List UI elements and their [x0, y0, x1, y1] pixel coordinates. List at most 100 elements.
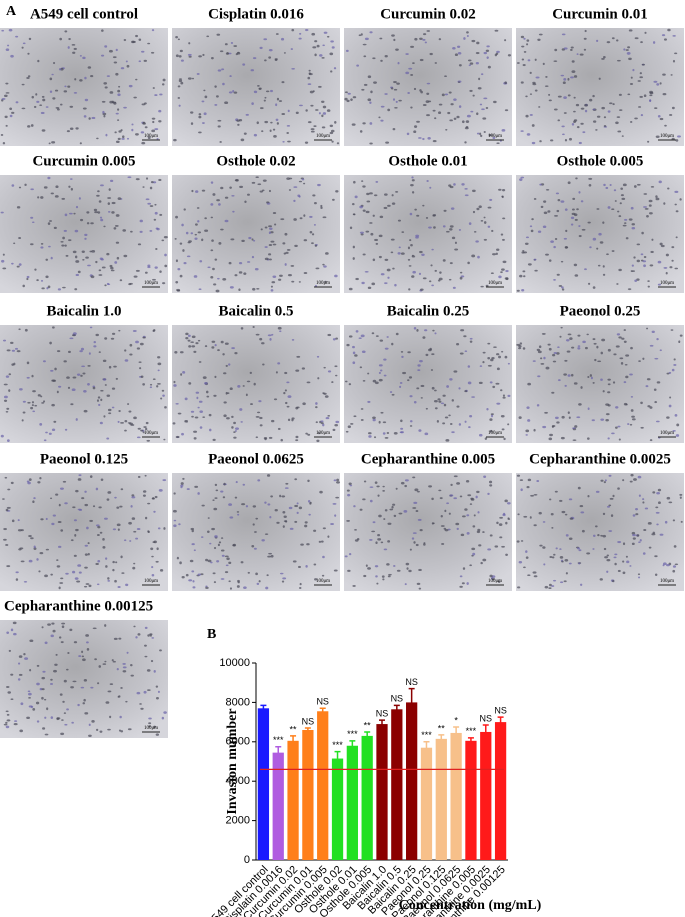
cell	[647, 285, 650, 288]
cell	[241, 239, 245, 243]
cell	[500, 271, 503, 274]
scale-label: 100μm	[488, 579, 502, 584]
cell	[667, 187, 670, 190]
cell	[394, 283, 397, 287]
cell	[164, 264, 168, 268]
cell	[99, 421, 103, 425]
cell	[146, 439, 151, 442]
cell	[298, 37, 302, 40]
cell	[295, 435, 299, 439]
cell	[126, 64, 130, 68]
cell	[498, 275, 502, 279]
cell	[102, 110, 105, 114]
cell	[491, 229, 494, 233]
cell	[319, 490, 323, 494]
image-title: Paeonol 0.25	[560, 303, 641, 319]
cell	[77, 478, 82, 481]
cell	[649, 344, 654, 347]
cell	[656, 83, 660, 86]
cell	[287, 109, 290, 113]
cell	[313, 201, 317, 205]
cell	[644, 507, 649, 510]
cell	[45, 275, 49, 279]
micrograph: 100μm	[344, 325, 512, 443]
cell	[626, 52, 631, 55]
cell	[665, 271, 668, 275]
cell	[465, 120, 470, 123]
cell	[526, 406, 530, 409]
cell	[157, 369, 160, 372]
significance-label: NS	[376, 709, 389, 719]
cell	[284, 232, 288, 236]
cell	[367, 372, 370, 375]
cell	[50, 369, 54, 372]
cell	[179, 49, 183, 53]
cell	[587, 282, 591, 285]
cell	[31, 404, 34, 407]
cell	[410, 45, 415, 48]
cell	[182, 249, 185, 252]
cell	[66, 708, 69, 711]
cell	[674, 413, 678, 417]
cell	[197, 339, 201, 342]
cell	[231, 426, 234, 429]
cell	[139, 342, 144, 346]
cell	[88, 117, 91, 120]
cell	[237, 579, 240, 583]
cell	[480, 134, 483, 138]
cell	[267, 555, 272, 558]
cell	[426, 114, 430, 117]
cell	[247, 193, 250, 196]
cell	[157, 356, 161, 359]
cell	[104, 517, 108, 520]
cell	[322, 555, 325, 559]
cell	[557, 379, 561, 382]
cell	[658, 180, 662, 184]
cell	[321, 126, 326, 129]
micrograph: 100μm	[344, 175, 512, 293]
cell	[672, 35, 676, 37]
cell	[104, 384, 107, 386]
cell	[197, 492, 200, 495]
cell	[84, 490, 87, 493]
cell	[380, 119, 384, 122]
cell	[120, 687, 123, 689]
cell	[482, 351, 486, 354]
cell	[118, 130, 122, 133]
cell	[5, 375, 10, 378]
cell	[550, 240, 554, 243]
cell	[332, 503, 337, 505]
cell	[72, 250, 77, 254]
cell	[523, 50, 527, 53]
cell	[555, 416, 559, 420]
cell	[329, 52, 334, 56]
cell	[119, 279, 123, 282]
cell	[58, 503, 61, 507]
cell	[6, 719, 11, 722]
cell	[387, 276, 390, 279]
cell	[30, 705, 34, 709]
cell	[400, 351, 404, 353]
cell	[524, 242, 529, 245]
cell	[110, 266, 114, 270]
cell	[33, 545, 36, 549]
cell	[173, 138, 177, 142]
cell	[295, 369, 300, 372]
cell	[228, 503, 233, 506]
cell	[152, 181, 157, 184]
cell	[469, 89, 473, 92]
cell	[95, 333, 99, 337]
cell	[538, 511, 542, 515]
cell	[422, 38, 426, 41]
cell	[232, 210, 235, 213]
cell	[468, 64, 471, 67]
micrograph-background	[344, 28, 512, 146]
cell	[400, 252, 405, 255]
cell	[178, 104, 181, 107]
micrograph: 100μm	[0, 325, 168, 443]
cell	[173, 384, 177, 387]
bar	[480, 731, 492, 860]
cell	[411, 179, 415, 182]
cell	[303, 239, 308, 242]
cell	[494, 545, 499, 548]
